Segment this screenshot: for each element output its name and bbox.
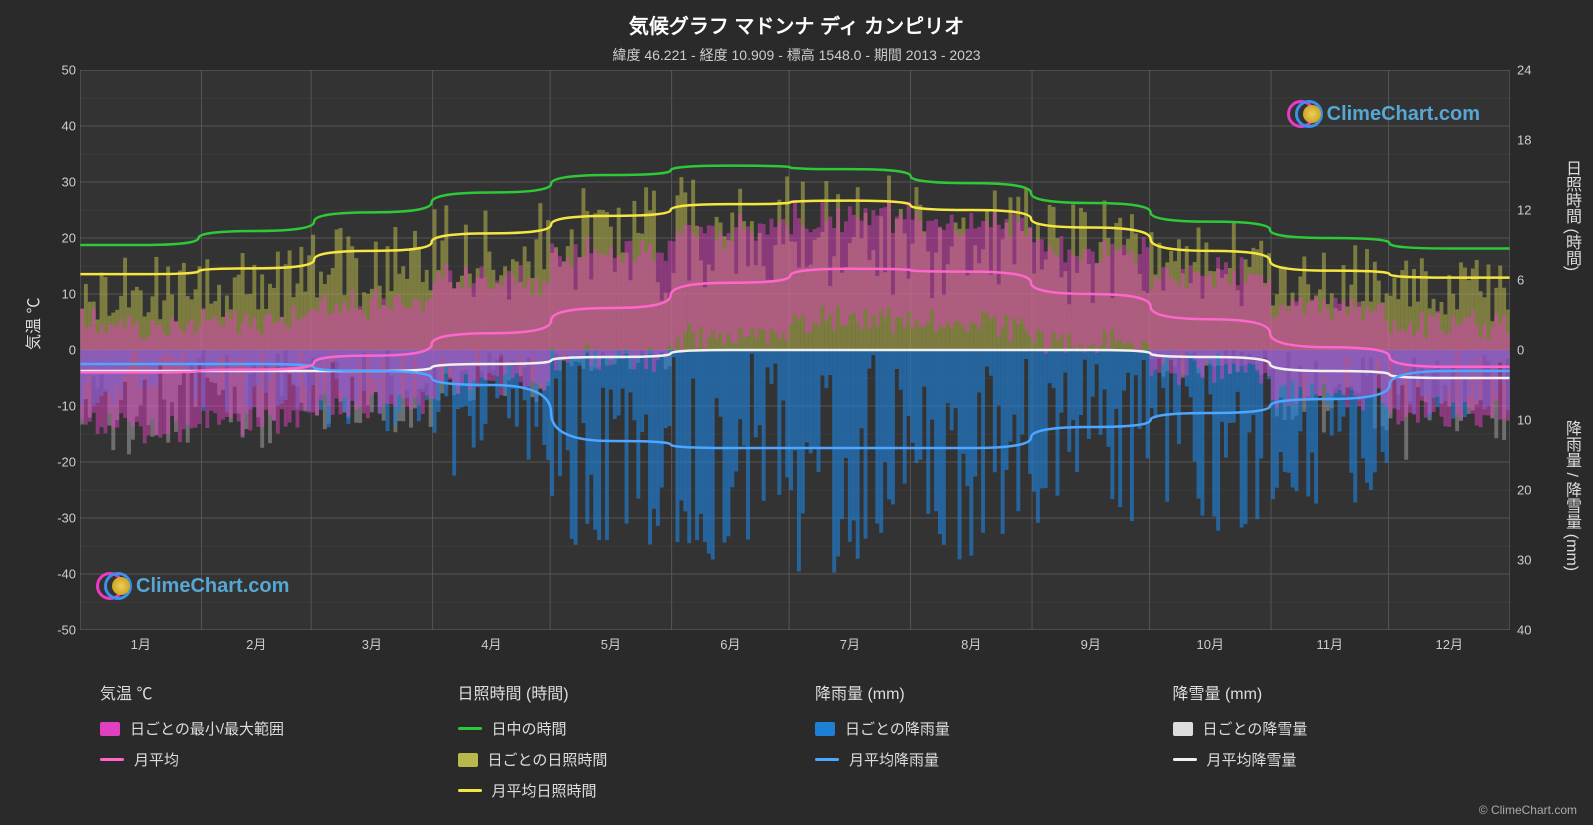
legend-label: 月平均降雨量: [849, 749, 939, 770]
x-tick: 2月: [246, 634, 266, 653]
legend-swatch-icon: [458, 753, 478, 767]
climechart-logo-icon: [100, 572, 128, 600]
y-right-tick: 24: [1517, 63, 1531, 78]
y-left-tick: 50: [62, 63, 76, 78]
x-tick: 12月: [1436, 634, 1463, 653]
legend-label: 日中の時間: [492, 718, 567, 739]
legend-item: 日ごとの降雨量: [815, 718, 1173, 739]
legend-line-icon: [100, 758, 124, 761]
legend-line-icon: [458, 727, 482, 730]
y-left-tick: -10: [57, 399, 76, 414]
y-left-tick: -50: [57, 623, 76, 638]
legend: 気温 ℃ 日ごとの最小/最大範囲月平均 日照時間 (時間) 日中の時間日ごとの日照時間…: [100, 680, 1530, 811]
legend-swatch-icon: [100, 722, 120, 736]
y-left-tick: -40: [57, 567, 76, 582]
y-right-axis-label-top: 日照時間 (時間): [1559, 160, 1583, 271]
legend-label: 月平均降雪量: [1207, 749, 1297, 770]
legend-header: 気温 ℃: [100, 680, 458, 704]
legend-item: 月平均日照時間: [458, 780, 816, 801]
legend-label: 日ごとの日照時間: [488, 749, 608, 770]
legend-label: 月平均日照時間: [492, 780, 597, 801]
x-tick: 3月: [362, 634, 382, 653]
legend-item: 月平均降雨量: [815, 749, 1173, 770]
y-left-tick: 10: [62, 287, 76, 302]
legend-column: 日照時間 (時間) 日中の時間日ごとの日照時間月平均日照時間: [458, 680, 816, 811]
y-right-tick: 12: [1517, 203, 1531, 218]
y-right-tick: 18: [1517, 133, 1531, 148]
legend-item: 日中の時間: [458, 718, 816, 739]
x-tick: 4月: [481, 634, 501, 653]
legend-column: 降雪量 (mm) 日ごとの降雪量月平均降雪量: [1173, 680, 1531, 811]
legend-item: 月平均降雪量: [1173, 749, 1531, 770]
copyright: © ClimeChart.com: [1479, 803, 1577, 817]
y-left-tick: -20: [57, 455, 76, 470]
x-tick: 8月: [961, 634, 981, 653]
y-right-tick: 30: [1517, 553, 1531, 568]
y-left-tick: 40: [62, 119, 76, 134]
legend-label: 月平均: [134, 749, 179, 770]
legend-line-icon: [458, 789, 482, 792]
legend-swatch-icon: [1173, 722, 1193, 736]
watermark-text: ClimeChart.com: [1327, 103, 1480, 126]
legend-header: 降雨量 (mm): [815, 680, 1173, 704]
legend-label: 日ごとの降雪量: [1203, 718, 1308, 739]
y-left-tick: 20: [62, 231, 76, 246]
legend-label: 日ごとの最小/最大範囲: [130, 718, 284, 739]
plot-area: ClimeChart.com ClimeChart.com: [80, 70, 1510, 630]
watermark-text: ClimeChart.com: [136, 575, 289, 598]
y-left-axis-label: 気温 ℃: [20, 298, 44, 350]
x-tick: 7月: [840, 634, 860, 653]
x-tick: 5月: [601, 634, 621, 653]
watermark-bottom: ClimeChart.com: [100, 572, 289, 600]
legend-item: 日ごとの最小/最大範囲: [100, 718, 458, 739]
y-left-tick: -30: [57, 511, 76, 526]
y-right-axis-label-bottom: 降雨量 / 降雪量 (mm): [1559, 420, 1583, 571]
x-tick: 10月: [1197, 634, 1224, 653]
x-tick: 1月: [131, 634, 151, 653]
climechart-logo-icon: [1291, 100, 1319, 128]
y-left-ticks: 50403020100-10-20-30-40-50: [50, 70, 80, 630]
y-right-tick: 0: [1517, 343, 1524, 358]
chart-subtitle: 緯度 46.221 - 経度 10.909 - 標高 1548.0 - 期間 2…: [0, 39, 1593, 65]
legend-line-icon: [1173, 758, 1197, 761]
legend-item: 月平均: [100, 749, 458, 770]
watermark-top: ClimeChart.com: [1291, 100, 1480, 128]
y-left-tick: 0: [69, 343, 76, 358]
x-tick: 6月: [720, 634, 740, 653]
legend-swatch-icon: [815, 722, 835, 736]
y-right-tick: 40: [1517, 623, 1531, 638]
chart-title: 気候グラフ マドンナ ディ カンピリオ: [0, 0, 1593, 39]
legend-header: 日照時間 (時間): [458, 680, 816, 704]
legend-label: 日ごとの降雨量: [845, 718, 950, 739]
legend-column: 気温 ℃ 日ごとの最小/最大範囲月平均: [100, 680, 458, 811]
legend-line-icon: [815, 758, 839, 761]
y-right-tick: 20: [1517, 483, 1531, 498]
climate-svg: [80, 70, 1510, 630]
x-ticks: 1月 2月 3月 4月 5月 6月 7月 8月 9月 10月 11月 12月: [80, 634, 1510, 658]
y-left-tick: 30: [62, 175, 76, 190]
legend-column: 降雨量 (mm) 日ごとの降雨量月平均降雨量: [815, 680, 1173, 811]
legend-item: 日ごとの降雪量: [1173, 718, 1531, 739]
y-right-ticks: 2418126010203040: [1513, 70, 1543, 630]
legend-header: 降雪量 (mm): [1173, 680, 1531, 704]
x-tick: 11月: [1317, 634, 1344, 653]
y-right-tick: 10: [1517, 413, 1531, 428]
legend-item: 日ごとの日照時間: [458, 749, 816, 770]
x-tick: 9月: [1081, 634, 1101, 653]
y-right-tick: 6: [1517, 273, 1524, 288]
